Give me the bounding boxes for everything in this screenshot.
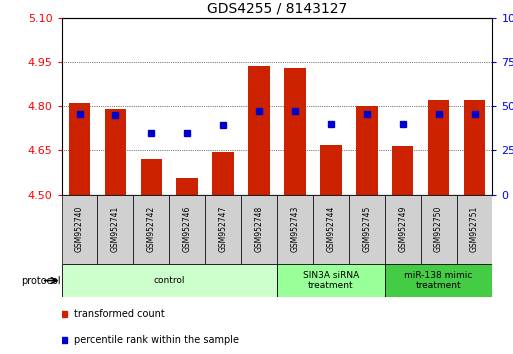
Text: GSM952747: GSM952747: [219, 206, 228, 252]
FancyBboxPatch shape: [349, 195, 385, 264]
Bar: [428, 100, 449, 195]
Bar: [320, 144, 342, 195]
Text: GSM952750: GSM952750: [434, 206, 443, 252]
FancyBboxPatch shape: [277, 195, 313, 264]
Bar: [141, 159, 162, 195]
Text: GSM952748: GSM952748: [254, 206, 264, 252]
FancyBboxPatch shape: [62, 195, 97, 264]
Bar: [356, 106, 378, 195]
FancyBboxPatch shape: [97, 195, 133, 264]
Text: GSM952749: GSM952749: [398, 206, 407, 252]
Bar: [105, 109, 126, 195]
Text: percentile rank within the sample: percentile rank within the sample: [74, 335, 240, 345]
Bar: [248, 67, 270, 195]
Text: transformed count: transformed count: [74, 309, 165, 319]
Text: GSM952740: GSM952740: [75, 206, 84, 252]
Text: GSM952745: GSM952745: [362, 206, 371, 252]
Text: GSM952744: GSM952744: [326, 206, 336, 252]
FancyBboxPatch shape: [421, 195, 457, 264]
FancyBboxPatch shape: [313, 195, 349, 264]
FancyBboxPatch shape: [62, 264, 277, 297]
Title: GDS4255 / 8143127: GDS4255 / 8143127: [207, 1, 347, 15]
FancyBboxPatch shape: [241, 195, 277, 264]
FancyBboxPatch shape: [169, 195, 205, 264]
Bar: [69, 103, 90, 195]
FancyBboxPatch shape: [385, 264, 492, 297]
Text: GSM952751: GSM952751: [470, 206, 479, 252]
FancyBboxPatch shape: [133, 195, 169, 264]
Text: protocol: protocol: [21, 275, 61, 286]
Bar: [176, 178, 198, 195]
FancyBboxPatch shape: [277, 264, 385, 297]
Text: GSM952741: GSM952741: [111, 206, 120, 252]
Text: SIN3A siRNA
treatment: SIN3A siRNA treatment: [303, 271, 359, 290]
Bar: [284, 68, 306, 195]
FancyBboxPatch shape: [205, 195, 241, 264]
Bar: [392, 146, 413, 195]
Text: control: control: [153, 276, 185, 285]
Text: GSM952742: GSM952742: [147, 206, 156, 252]
Bar: [464, 100, 485, 195]
Bar: [212, 152, 234, 195]
Text: GSM952746: GSM952746: [183, 206, 192, 252]
Text: GSM952743: GSM952743: [290, 206, 300, 252]
Text: miR-138 mimic
treatment: miR-138 mimic treatment: [404, 271, 473, 290]
FancyBboxPatch shape: [385, 195, 421, 264]
FancyBboxPatch shape: [457, 195, 492, 264]
